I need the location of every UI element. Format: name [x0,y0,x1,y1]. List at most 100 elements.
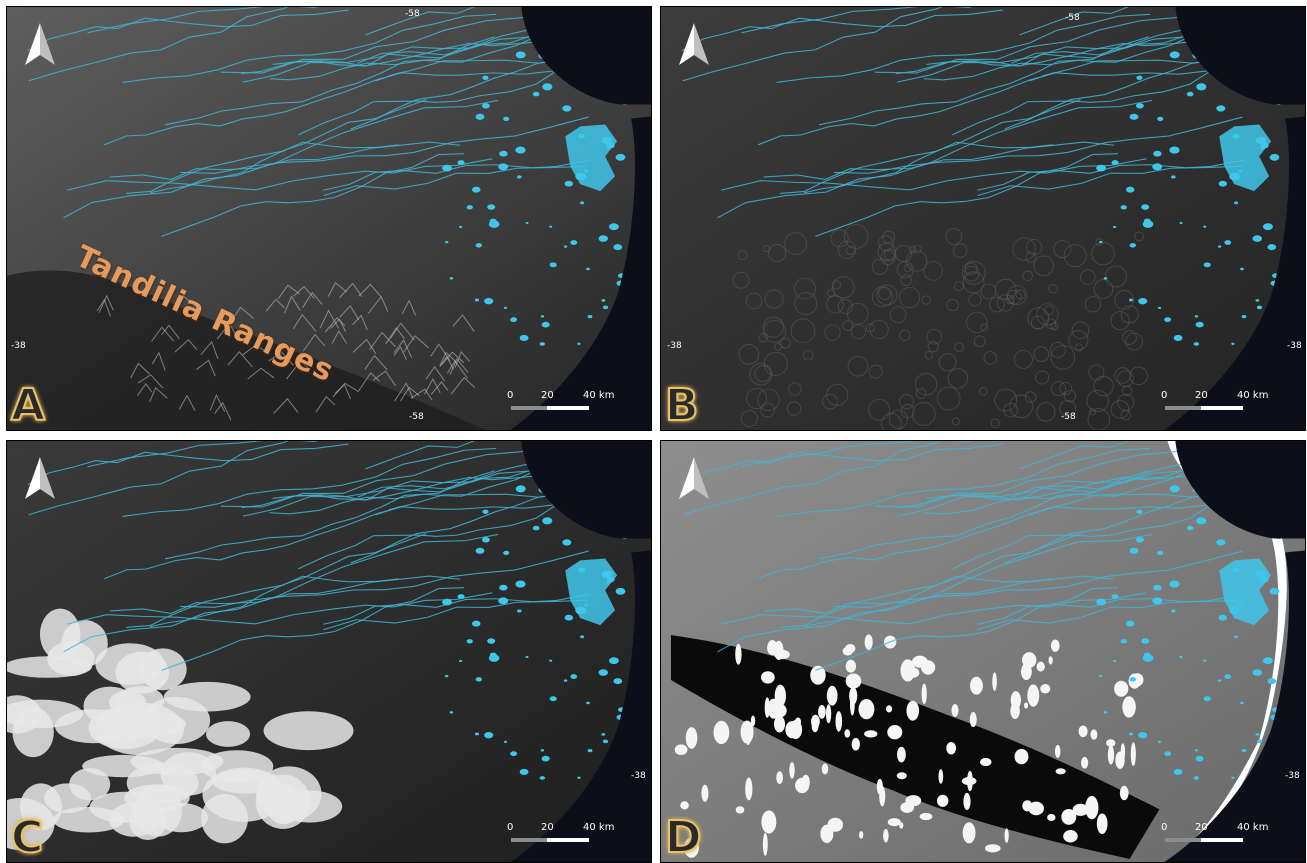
shallow-lake [1241,748,1247,753]
texture-cell [913,244,922,254]
shallow-lake [1099,674,1103,678]
texture-cell [1035,370,1050,385]
scale-label-0: 0 [1161,390,1168,401]
texture-cell [1043,305,1054,316]
white-relief-spot [845,659,857,673]
shallow-lake [1255,299,1260,302]
texture-cell [896,261,914,279]
shallow-lake [601,136,613,145]
shallow-lake [499,150,508,157]
shallow-lake [542,517,553,525]
hill-relief [352,314,368,331]
texture-cell [784,232,807,255]
texture-cell [847,355,869,377]
shallow-lake [540,315,545,318]
white-relief-spot [849,692,855,716]
texture-cell [786,401,802,416]
texture-cell [1049,341,1066,358]
river-channel [87,441,319,468]
hill-relief [364,354,388,371]
river-channel [815,153,1119,237]
shallow-lake [1173,768,1183,776]
texture-cell [945,228,963,245]
hill-relief [292,313,317,332]
shallow-lake [539,776,545,780]
texture-cell [1026,239,1043,256]
shallow-lake [449,277,454,280]
shallow-lake [1262,657,1273,665]
river-channel [720,592,1147,625]
shallow-lake [1229,172,1241,181]
shallow-lake [498,163,509,171]
map-d [661,441,1305,862]
panel-c: -38 0 20 40 km C [6,440,652,863]
shallow-lake [515,146,526,154]
texture-cell [1114,290,1134,310]
texture-cell [842,320,854,331]
texture-cell [915,388,927,399]
texture-cell [757,388,780,412]
shallow-lake [1256,305,1263,310]
shallow-lake [1193,342,1199,346]
texture-cell [1015,289,1026,300]
texture-cell [732,271,750,289]
shallow-lake [498,597,509,605]
hill-relief [178,394,196,411]
shallow-lake [613,244,623,251]
white-relief-spot [887,725,903,740]
river-channel [757,506,1056,580]
shallow-lake [1129,677,1136,682]
scale-bar: 0 20 40 km [1159,390,1289,418]
white-relief-spot [1022,652,1037,668]
shallow-lake [563,245,568,248]
texture-cell [822,393,838,410]
shallow-lake [482,509,489,514]
shallow-lake [515,485,526,493]
white-relief-spot [963,792,971,810]
texture-cell [826,383,849,406]
shallow-lake [606,147,610,150]
shallow-lake [578,567,586,573]
shallow-lake [1141,638,1150,644]
white-relief-spot [794,717,802,727]
shallow-lake [575,606,587,615]
texture-cell [745,292,763,310]
shallow-lake [484,297,494,305]
shallow-lake [517,175,522,179]
ocean [510,116,651,430]
white-relief-spot [740,720,754,744]
texture-cell [1110,311,1130,331]
shallow-lake [586,701,590,705]
river-channel [682,441,943,516]
shallow-lake [471,186,481,193]
scale-label-0: 0 [1161,822,1168,833]
shallow-lake [602,739,609,744]
hill-relief [385,327,405,345]
shallow-lake [449,711,454,714]
panel-letter: C [10,812,44,863]
texture-cell [1095,238,1104,246]
shallow-lake [1260,581,1264,584]
shallow-lake [458,659,463,663]
texture-cell [1129,366,1148,386]
scale-bar: 0 20 40 km [505,390,635,418]
hill-relief [449,357,469,375]
shallow-lake [606,581,610,584]
texture-cell [1071,321,1090,340]
shallow-lake [442,164,452,172]
white-relief-spot [1107,745,1115,765]
hill-relief [315,395,336,413]
texture-cell [754,365,772,383]
shallow-lake [1224,240,1232,245]
river-channel [776,13,1151,83]
hill-relief [372,370,396,386]
hill-relief [454,351,471,368]
river-channel [27,443,349,486]
river-channel [122,13,497,83]
shallow-lake [475,113,485,120]
texture-cell [1024,391,1037,403]
shallow-lake [608,223,619,231]
texture-cell [1122,330,1137,345]
hill-relief [450,376,476,395]
tandilia-ridge-shade [7,270,486,430]
